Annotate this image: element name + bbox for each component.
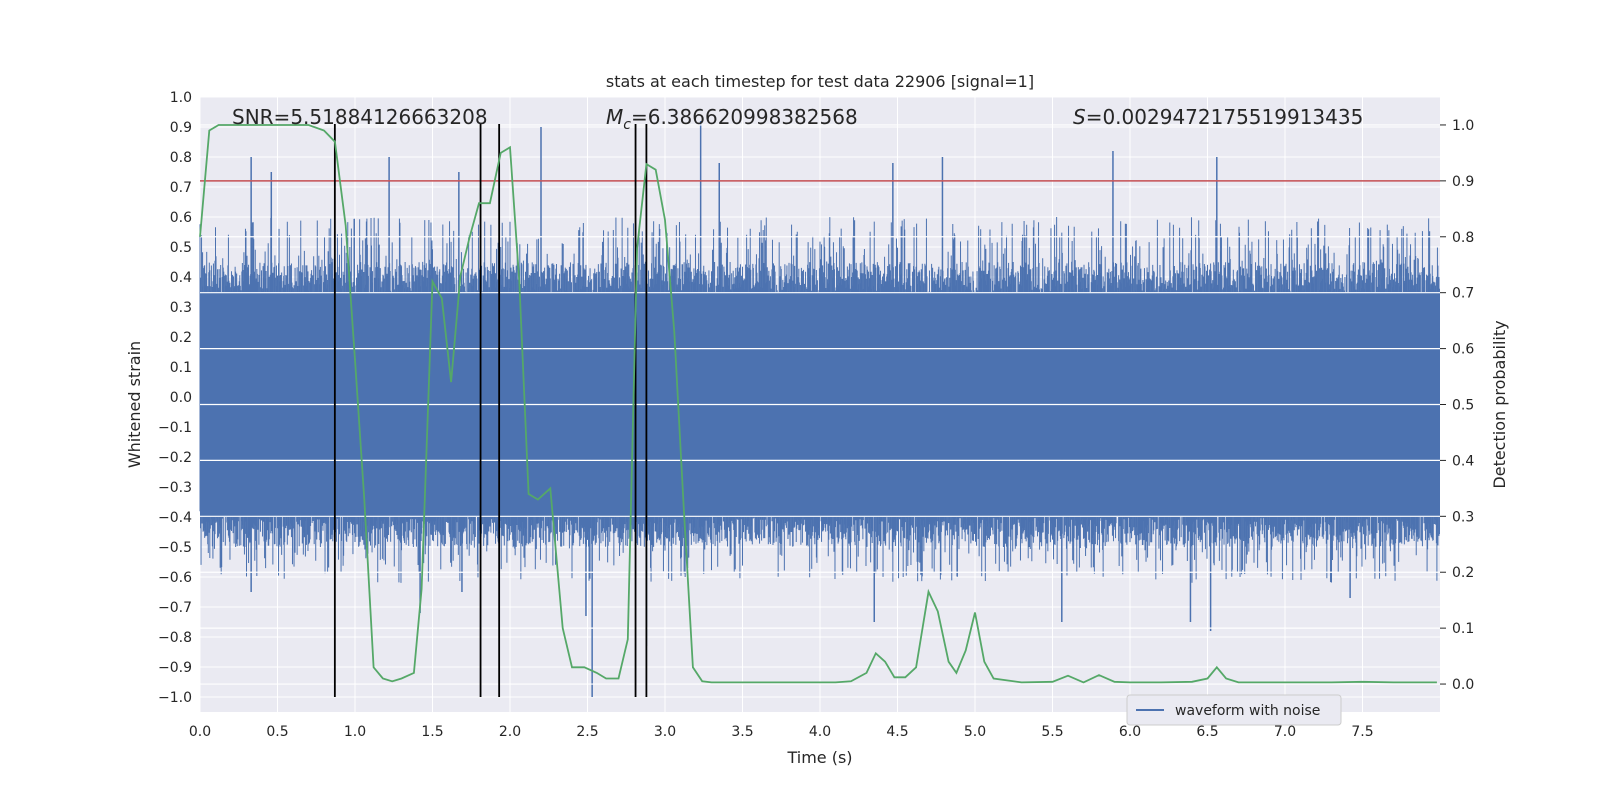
y-tick-label: −0.7 (158, 600, 192, 616)
annotation-3: S=0.0029472175519913435 (1073, 105, 1363, 129)
annotation-1: SNR=5.51884126663208 (232, 105, 488, 129)
y-tick-label: 0.5 (170, 240, 192, 256)
y-tick-label: −0.3 (158, 480, 192, 496)
waveform-with-noise-series (199, 121, 1440, 697)
legend: waveform with noise (1126, 694, 1342, 726)
y-tick-label: 0.2 (170, 330, 192, 346)
detection-probability-line (199, 124, 1437, 684)
y2-tick-label: 0.1 (1452, 621, 1474, 637)
y2-tick-label: 0.8 (1452, 230, 1474, 246)
y-tick-label: −0.5 (158, 540, 192, 556)
x-tick-label: 1.5 (421, 724, 443, 740)
y2-tick-label: 0.2 (1452, 565, 1474, 581)
y2-tick-label: 0.5 (1452, 398, 1474, 414)
x-tick-label: 3.5 (731, 724, 753, 740)
x-tick-label: 4.5 (886, 724, 908, 740)
x-tick-label: 2.0 (499, 724, 521, 740)
y-tick-label: 0.0 (170, 390, 192, 406)
y-tick-label: 0.8 (170, 150, 192, 166)
x-tick-label: 7.0 (1274, 724, 1296, 740)
x-tick-label: 2.5 (576, 724, 598, 740)
y-tick-label: 0.3 (170, 300, 192, 316)
y-tick-label: 0.6 (170, 210, 192, 226)
y-tick-label: 0.9 (170, 120, 192, 136)
x-tick-label: 6.5 (1196, 724, 1218, 740)
y-tick-label: −1.0 (158, 690, 192, 706)
annotations: SNR=5.51884126663208 Mc=6.386620998382568… (232, 105, 1363, 133)
y2-tick-label: 0.9 (1452, 174, 1474, 190)
y2-tick-label: 0.7 (1452, 286, 1474, 302)
annotation-2: Mc=6.386620998382568 (606, 105, 858, 133)
x-tick-label: 4.0 (809, 724, 831, 740)
x-tick-label: 5.0 (964, 724, 986, 740)
y-axis-ticks: −1.0 −0.9 −0.8 −0.7 −0.6 −0.5 −0.4 −0.3 −0.2 −0.1… (158, 90, 192, 706)
y2-tick-label: 1.0 (1452, 118, 1474, 134)
x-tick-label: 7.5 (1351, 724, 1373, 740)
x-axis-ticks: 0.0 0.5 1.0 1.5 2.0 2.5 3.0 3.5 4.0 4.5 5.0 5.5 6.0 6… (189, 724, 1374, 740)
legend-label: waveform with noise (1175, 703, 1320, 719)
y-axis-label: Whitened strain (125, 341, 144, 468)
y2-tick-label: 0.3 (1452, 509, 1474, 525)
y-tick-label: 1.0 (170, 90, 192, 106)
x-tick-label: 5.5 (1041, 724, 1063, 740)
x-axis-label: Time (s) (786, 748, 852, 767)
y-tick-label: −0.8 (158, 630, 192, 646)
y-tick-label: −0.6 (158, 570, 192, 586)
vertical-markers (333, 124, 648, 697)
y-tick-label: 0.4 (170, 270, 192, 286)
detection-probability-series (199, 124, 1437, 684)
y2-axis-label: Detection probability (1490, 320, 1509, 488)
y-tick-label: 0.7 (170, 180, 192, 196)
y-tick-label: −0.2 (158, 450, 192, 466)
x-tick-label: 1.0 (344, 724, 366, 740)
y2-tick-label: 0.0 (1452, 677, 1474, 693)
y-tick-label: −0.4 (158, 510, 192, 526)
chart-title: stats at each timestep for test data 229… (606, 72, 1034, 91)
y-tick-label: −0.1 (158, 420, 192, 436)
y-tick-label: −0.9 (158, 660, 192, 676)
y2-axis-ticks: 0.0 0.1 0.2 0.3 0.4 0.5 0.6 0.7 0.8 0.9 1.0 (1440, 118, 1474, 693)
y2-tick-label: 0.6 (1452, 342, 1474, 358)
y2-tick-label: 0.4 (1452, 453, 1474, 469)
x-tick-label: 6.0 (1119, 724, 1141, 740)
x-tick-label: 0.5 (266, 724, 288, 740)
y-tick-label: 0.1 (170, 360, 192, 376)
x-tick-label: 0.0 (189, 724, 211, 740)
legend-box (1126, 694, 1342, 726)
x-tick-label: 3.0 (654, 724, 676, 740)
